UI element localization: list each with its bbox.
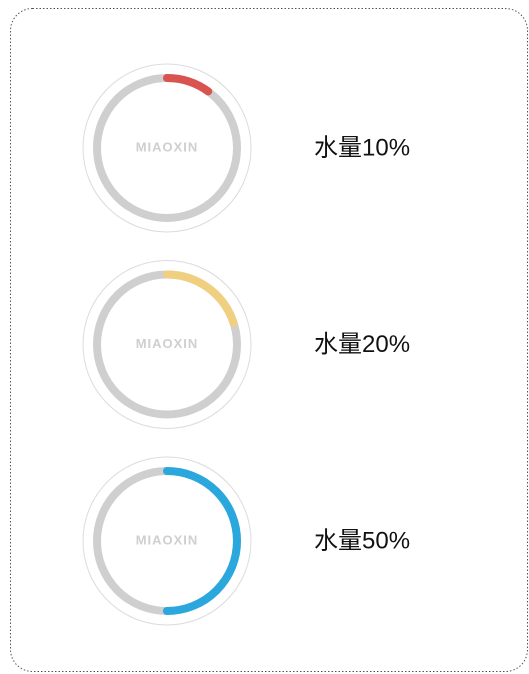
gauge-arc xyxy=(93,270,241,419)
gauge-logo: MIAOXIN xyxy=(136,139,199,154)
gauge-arc xyxy=(93,467,241,615)
gauge-label: 水量10% xyxy=(314,134,410,161)
gauge-logo: MIAOXIN xyxy=(136,532,199,547)
gauge-logo: MIAOXIN xyxy=(136,336,199,351)
gauge-outline xyxy=(82,63,252,233)
gauge-outline xyxy=(82,456,252,626)
panel-border xyxy=(10,8,528,672)
gauge-label: 水量50% xyxy=(314,527,410,554)
gauge-outline xyxy=(82,260,252,429)
gauge-label: 水量20% xyxy=(314,331,410,358)
gauge-arc xyxy=(93,74,241,222)
